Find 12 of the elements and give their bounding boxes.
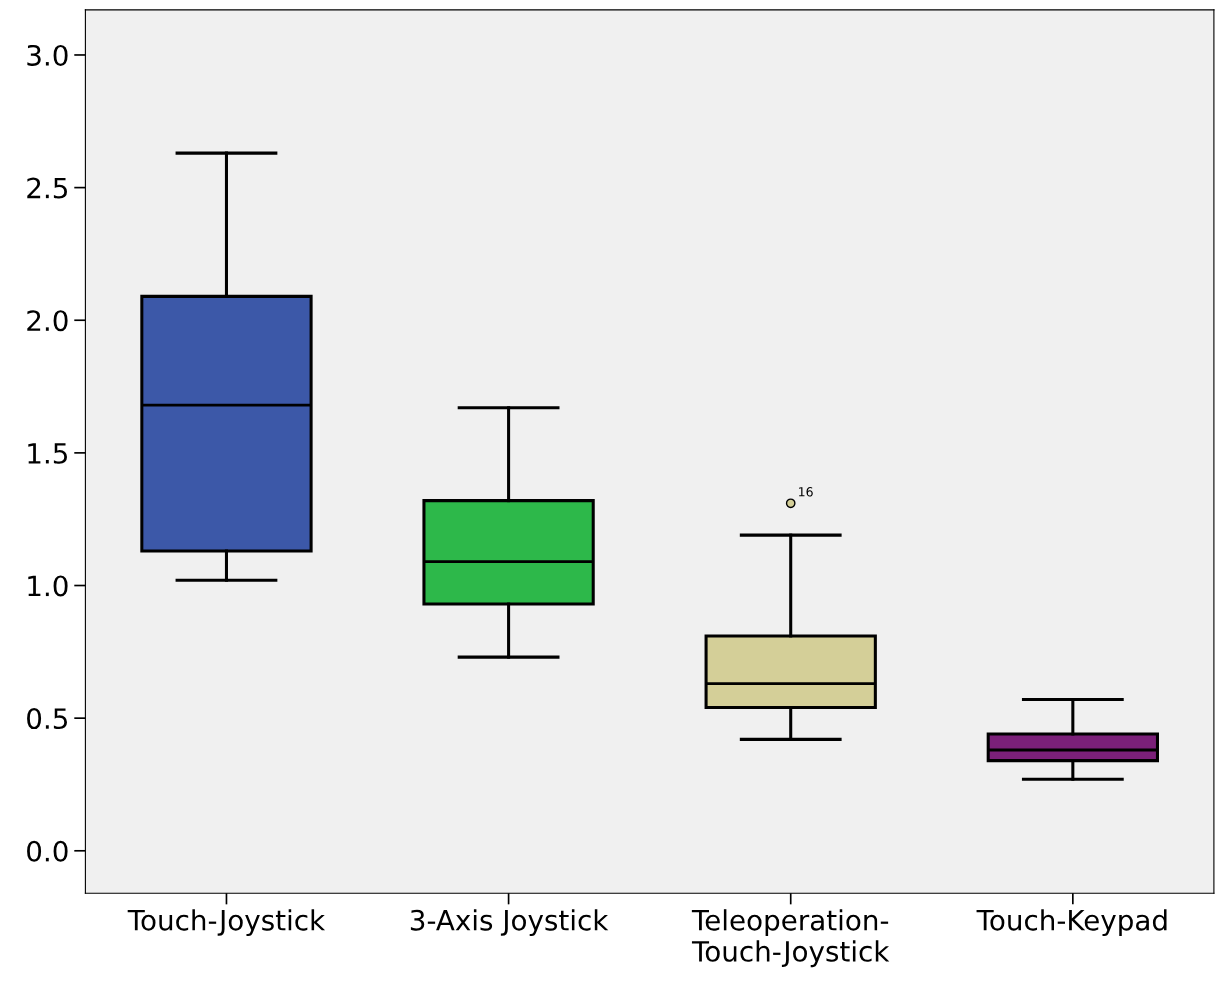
- annotation: 16: [799, 487, 813, 497]
- y-tick-label: 1.0: [28, 575, 68, 597]
- y-tick-label: 1.5: [28, 443, 67, 464]
- x-tick-label: Teleoperation- Touch-Joystick: [691, 909, 890, 968]
- y-tick-label: 2.5: [27, 177, 67, 199]
- x-tick-label: 3-Axis Joystick: [410, 909, 609, 937]
- x-tick-label: Touch-Keypad: [976, 909, 1167, 937]
- y-tick-label: 2.0: [27, 310, 68, 332]
- y-tick-label: 0.0: [27, 840, 68, 862]
- x-tick-label: Touch-Joystick: [127, 909, 326, 937]
- y-tick-label: 3.0: [27, 44, 68, 66]
- y-tick-label: 0.5: [27, 708, 67, 730]
